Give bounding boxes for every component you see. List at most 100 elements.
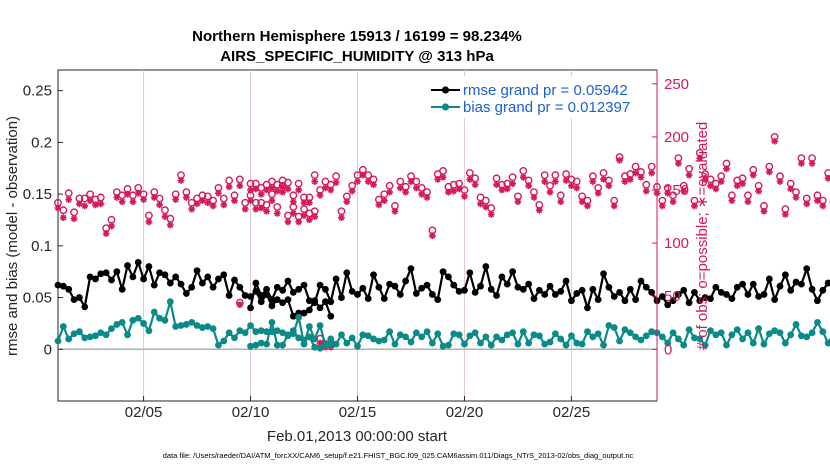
obs-evaluated-marker bbox=[541, 178, 549, 185]
series-0-point bbox=[295, 285, 303, 293]
obs-evaluated-marker bbox=[723, 165, 730, 173]
obs-evaluated-marker bbox=[760, 207, 768, 215]
series-1-point bbox=[589, 333, 597, 341]
obs-evaluated-marker bbox=[193, 200, 201, 208]
series-0-point bbox=[626, 285, 634, 293]
obs-evaluated-marker bbox=[327, 186, 335, 194]
obs-evaluated-marker bbox=[263, 186, 270, 194]
series-1-point bbox=[744, 329, 752, 337]
series-1-point bbox=[503, 331, 511, 339]
obs-evaluated-marker bbox=[605, 182, 613, 190]
series-0-point bbox=[557, 287, 565, 295]
obs-evaluated-marker bbox=[589, 178, 597, 185]
series-0-point bbox=[273, 296, 281, 304]
series-1-point bbox=[316, 322, 324, 329]
series-0-point bbox=[407, 265, 415, 272]
series-1-point bbox=[808, 329, 816, 337]
series-0-point bbox=[728, 295, 736, 302]
series-1-point bbox=[557, 335, 565, 343]
series-0-point bbox=[92, 275, 99, 283]
series-1-point bbox=[701, 341, 709, 349]
obs-evaluated-marker bbox=[279, 183, 287, 191]
series-1-point bbox=[199, 324, 206, 331]
obs-evaluated-marker bbox=[166, 221, 174, 229]
series-1-point bbox=[316, 344, 324, 352]
obs-evaluated-marker bbox=[594, 189, 602, 197]
obs-evaluated-marker bbox=[311, 178, 319, 185]
series-0-point bbox=[279, 286, 287, 294]
series-layer bbox=[54, 258, 830, 352]
series-1-point bbox=[204, 323, 212, 330]
series-1-point bbox=[455, 331, 463, 339]
obs-evaluated-marker bbox=[626, 175, 634, 183]
series-0-point bbox=[199, 279, 206, 287]
series-1-point bbox=[771, 327, 779, 335]
series-0-point bbox=[573, 290, 581, 297]
x-tick-label: 02/10 bbox=[232, 404, 270, 421]
series-0-point bbox=[493, 292, 500, 299]
x-tick-label: 02/15 bbox=[339, 404, 377, 421]
series-0-point bbox=[75, 294, 83, 301]
series-1-point bbox=[338, 331, 345, 339]
obs-evaluated-marker bbox=[450, 187, 458, 195]
series-0-point bbox=[755, 293, 763, 300]
legend-bias-label: bias grand pr = 0.012397 bbox=[463, 99, 630, 116]
series-0-point bbox=[712, 283, 720, 291]
obs-evaluated-marker bbox=[428, 232, 436, 240]
series-1-point bbox=[466, 332, 474, 340]
series-1-point bbox=[610, 324, 618, 331]
series-1-point bbox=[632, 333, 640, 341]
obs-evaluated-marker bbox=[108, 222, 115, 230]
series-1-point bbox=[498, 336, 506, 344]
series-0-point bbox=[108, 276, 115, 284]
obs-evaluated-marker bbox=[728, 197, 736, 205]
series-1-point bbox=[327, 335, 335, 343]
series-1-point bbox=[311, 335, 319, 343]
series-0-point bbox=[669, 297, 677, 305]
series-1-point bbox=[182, 321, 190, 328]
obs-possible-marker bbox=[59, 206, 68, 215]
obs-evaluated-marker bbox=[658, 202, 666, 210]
series-1-point bbox=[739, 335, 746, 343]
series-1-point bbox=[332, 340, 340, 348]
y-axis-label: rmse and bias (model - observation) bbox=[4, 116, 21, 356]
series-1-point bbox=[59, 323, 67, 330]
legend-box bbox=[428, 76, 652, 118]
obs-evaluated-marker bbox=[680, 187, 688, 195]
series-1-point bbox=[664, 339, 672, 347]
obs-evaluated-marker bbox=[445, 188, 452, 196]
series-1-point bbox=[578, 340, 586, 348]
series-0-point bbox=[236, 283, 244, 291]
obs-evaluated-marker bbox=[348, 187, 356, 195]
y2-tick-label: 0 bbox=[664, 341, 672, 358]
series-1-point bbox=[423, 328, 431, 336]
series-1-point bbox=[140, 320, 147, 327]
series-1-point bbox=[92, 332, 99, 340]
obs-evaluated-marker bbox=[439, 173, 447, 181]
series-1-point bbox=[487, 341, 495, 349]
x-tick-label: 02/20 bbox=[446, 404, 484, 421]
series-0-point bbox=[642, 283, 650, 291]
series-0-point bbox=[482, 263, 490, 270]
series-0-point bbox=[568, 297, 575, 305]
obs-evaluated-marker bbox=[305, 216, 313, 224]
series-1-point bbox=[477, 339, 484, 347]
series-0-point bbox=[215, 275, 222, 283]
series-1-point bbox=[289, 330, 297, 338]
obs-evaluated-marker bbox=[209, 202, 217, 210]
series-1-point bbox=[760, 340, 768, 348]
series-1-point bbox=[284, 331, 292, 339]
series-1-point bbox=[776, 329, 784, 337]
obs-evaluated-marker bbox=[744, 198, 752, 206]
series-0-point bbox=[824, 279, 830, 287]
series-0-point bbox=[530, 295, 538, 302]
series-1-point bbox=[215, 341, 222, 349]
series-1-point bbox=[81, 334, 89, 342]
obs-evaluated-marker bbox=[156, 201, 164, 209]
series-0-point bbox=[188, 283, 196, 291]
series-1-point bbox=[514, 340, 522, 348]
series-0-point bbox=[97, 270, 105, 278]
series-0-point bbox=[471, 288, 479, 296]
